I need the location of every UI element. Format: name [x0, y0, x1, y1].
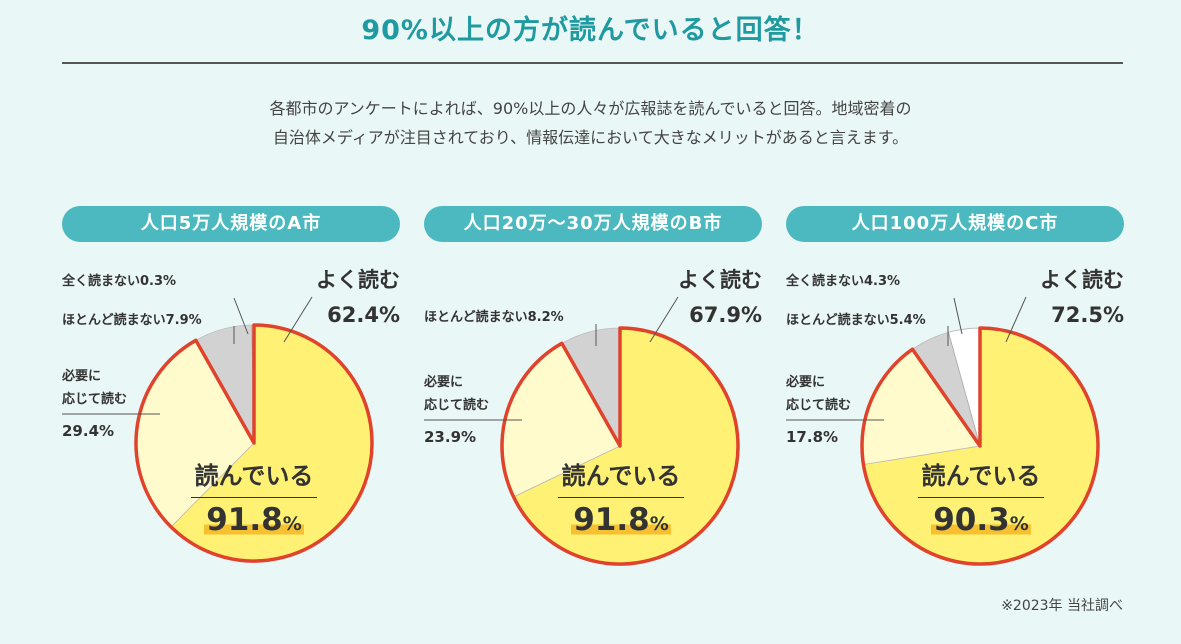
label-yoku-c: よく読む	[1040, 268, 1124, 292]
center-value-b: 91.8%	[571, 502, 671, 538]
label-hitsuyou-a-1: 必要に	[62, 369, 102, 384]
center-value-c: 90.3%	[931, 502, 1031, 538]
center-number-c: 90.3	[933, 502, 1010, 538]
label-yoku-c-value: 72.5%	[1051, 303, 1124, 327]
center-label-b: 読んでいる	[557, 456, 685, 498]
label-hitsuyou-a-value: 29.4%	[62, 422, 115, 440]
center-label-c: 読んでいる	[917, 456, 1045, 498]
label-yoku-b-value: 67.9%	[689, 303, 762, 327]
center-unit-a: %	[282, 513, 302, 535]
chart-title-b: 人口20万〜30万人規模のB市	[424, 206, 762, 242]
label-hotondo-b: ほとんど読まない8.2%	[424, 310, 564, 325]
leader-line-mattaku-a	[233, 297, 249, 335]
label-hitsuyou-c-2: 応じて読む	[786, 398, 852, 413]
center-unit-b: %	[649, 513, 669, 535]
leader-line-yoku-a	[283, 296, 313, 343]
leader-line-mattaku-c	[953, 297, 963, 335]
leader-line-yoku-b	[649, 296, 679, 343]
chart-title-c: 人口100万人規模のC市	[786, 206, 1124, 242]
label-hitsuyou-b-2: 応じて読む	[424, 398, 490, 413]
pie-chart-b	[424, 296, 740, 566]
leader-line-yoku-c	[1005, 296, 1027, 343]
intro-text: 各都市のアンケートによれば、90%以上の人々が広報誌を読んでいると回答。地域密着…	[0, 94, 1181, 152]
pie-chart-c	[786, 296, 1100, 566]
label-yoku-b: よく読む	[678, 268, 762, 292]
label-yoku-a-value: 62.4%	[327, 303, 400, 327]
chart-panel-b: 人口20万〜30万人規模のB市 ほとんど読まない8.2% 必要に 応じて読む 2…	[424, 206, 762, 566]
label-hitsuyou-c-value: 17.8%	[786, 428, 839, 446]
title-divider	[62, 62, 1123, 64]
label-hitsuyou-b-1: 必要に	[424, 375, 464, 390]
label-hotondo-a: ほとんど読まない7.9%	[62, 313, 202, 328]
intro-line-2: 自治体メディアが注目されており、情報伝達において大きなメリットがあると言えます。	[272, 128, 909, 147]
reading-outline-b	[500, 326, 740, 566]
page-title: 90%以上の方が読んでいると回答！	[361, 15, 820, 46]
label-hitsuyou-c-1: 必要に	[786, 375, 826, 390]
chart-title-a: 人口5万人規模のA市	[62, 206, 400, 242]
chart-panel-c: 人口100万人規模のC市 全く読まない4.3% ほとんど読まない5.4% 必要に…	[786, 206, 1124, 566]
footnote: ※2023年 当社調べ	[1001, 598, 1123, 614]
chart-panel-a: 人口5万人規模のA市 全く読まない0.3% ほとんど読まない7.9% 必要に 応…	[62, 206, 400, 566]
center-value-a: 91.8%	[204, 502, 304, 538]
label-mattaku-a: 全く読まない0.3%	[62, 274, 177, 289]
pie-chart-a	[62, 296, 374, 563]
center-summary-c: 読んでいる 90.3%	[901, 456, 1061, 538]
label-mattaku-c: 全く読まない4.3%	[786, 274, 901, 289]
center-label-a: 読んでいる	[190, 456, 318, 498]
label-hotondo-c: ほとんど読まない5.4%	[786, 313, 926, 328]
label-hitsuyou-a-2: 応じて読む	[62, 392, 128, 407]
reading-outline-c	[860, 326, 1100, 566]
label-yoku-a: よく読む	[316, 268, 400, 292]
center-number-b: 91.8	[573, 502, 650, 538]
center-summary-a: 読んでいる 91.8%	[174, 456, 334, 538]
center-number-a: 91.8	[206, 502, 283, 538]
center-summary-b: 読んでいる 91.8%	[541, 456, 701, 538]
intro-line-1: 各都市のアンケートによれば、90%以上の人々が広報誌を読んでいると回答。地域密着…	[269, 99, 912, 118]
reading-outline-a	[134, 323, 374, 563]
label-hitsuyou-b-value: 23.9%	[424, 428, 477, 446]
center-unit-c: %	[1009, 513, 1029, 535]
